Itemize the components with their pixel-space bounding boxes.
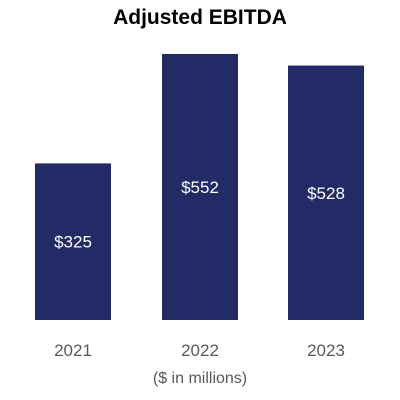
x-tick-label-2022: 2022: [181, 341, 219, 360]
bar-2021: [35, 163, 111, 320]
x-tick-label-2021: 2021: [54, 341, 92, 360]
x-tick-label-2023: 2023: [307, 341, 345, 360]
data-label-2023: $528: [307, 184, 345, 203]
bar-2023: [288, 65, 364, 320]
data-label-2022: $552: [181, 178, 219, 197]
units-note: ($ in millions): [152, 370, 248, 387]
bar-2022: [162, 54, 238, 320]
data-label-2021: $325: [54, 233, 92, 252]
chart-title: Adjusted EBITDA: [113, 6, 287, 29]
